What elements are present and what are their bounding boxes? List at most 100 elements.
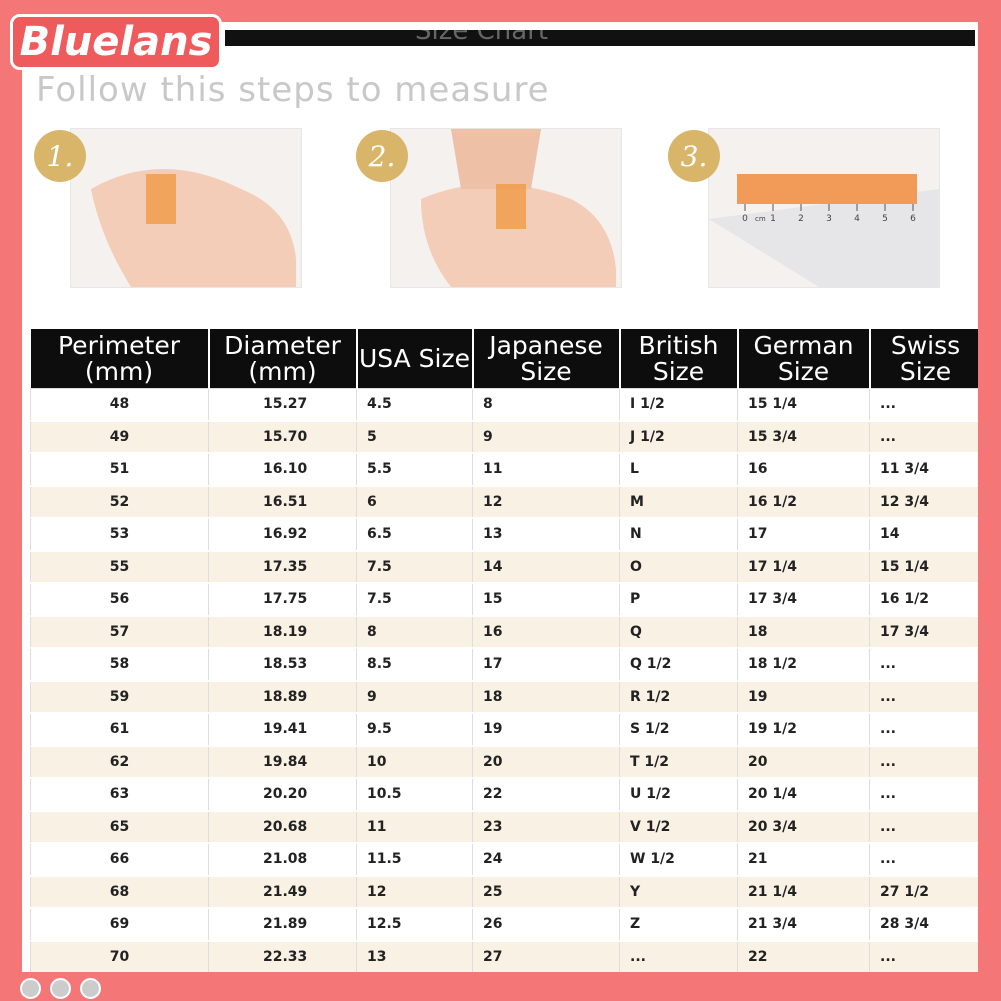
table-cell: 15 3/4 xyxy=(737,420,870,454)
ruler-label: 1 xyxy=(770,214,776,224)
table-cell: U 1/2 xyxy=(619,777,738,812)
step-number: 3. xyxy=(668,130,720,182)
column-header: German Size xyxy=(737,329,871,389)
table-row: 49 15.70 5 9 J 1/2 15 3/4... xyxy=(30,420,978,454)
ruler-label: 2 xyxy=(798,214,804,224)
table-cell: 12.5 xyxy=(356,907,473,942)
ruler-illustration: 0 1 2 3 4 5 6 cm xyxy=(709,174,939,287)
hand-illustration xyxy=(91,169,296,287)
table-cell: 59 xyxy=(30,680,209,714)
table-cell: 22 xyxy=(737,940,870,972)
table-cell: 18.89 xyxy=(208,680,357,714)
table-row: 59 18.89 9 18 R 1/2 19... xyxy=(30,680,978,714)
table-cell: 51 xyxy=(30,452,209,487)
table-cell: V 1/2 xyxy=(619,810,738,844)
table-cell: ... xyxy=(869,777,978,812)
table-row: 65 20.68 11 23 V 1/2 20 3/4... xyxy=(30,810,978,844)
table-cell: P xyxy=(619,582,738,617)
table-cell: 20 xyxy=(737,745,870,779)
table-cell: R 1/2 xyxy=(619,680,738,714)
header-row: Perimeter (mm) Diameter (mm) USA Size Japan… xyxy=(30,329,978,389)
table-cell: 5.5 xyxy=(356,452,473,487)
table-row: 68 21.49 12 25 Y 21 1/4 27 1/2 xyxy=(30,875,978,909)
table-row: 55 17.35 7.5 14 O 17 1/4 15 1/4 xyxy=(30,550,978,584)
table-cell: 66 xyxy=(30,842,209,877)
table-cell: 27 xyxy=(472,940,620,972)
table-cell: 68 xyxy=(30,875,209,909)
table-cell: 7.5 xyxy=(356,582,473,617)
table-cell: 24 xyxy=(472,842,620,877)
table-cell: 21 3/4 xyxy=(737,907,870,942)
table-cell: 7.5 xyxy=(356,550,473,584)
table-cell: 15.27 xyxy=(208,388,357,422)
table-cell: 28 3/4 xyxy=(869,907,978,942)
table-cell: 23 xyxy=(472,810,620,844)
table-cell: 8 xyxy=(356,615,473,649)
table-cell: 21 1/4 xyxy=(737,875,870,909)
table-cell: 20 1/4 xyxy=(737,777,870,812)
table-cell: 18 xyxy=(737,615,870,649)
ruler-label: 3 xyxy=(826,214,832,224)
table-cell: 17.35 xyxy=(208,550,357,584)
table-cell: 15 xyxy=(472,582,620,617)
table-cell: 19 xyxy=(737,680,870,714)
table-cell: 16.10 xyxy=(208,452,357,487)
ruler-ticks: 0 1 2 3 4 5 6 cm xyxy=(742,204,916,224)
column-header: Japanese Size xyxy=(472,329,621,389)
table-cell: Y xyxy=(619,875,738,909)
header-bar: Size Chart xyxy=(225,30,975,46)
table-cell: 20 xyxy=(472,745,620,779)
table-cell: 53 xyxy=(30,517,209,552)
ruler-label: 5 xyxy=(882,214,888,224)
table-cell: 52 xyxy=(30,485,209,519)
table-row: 58 18.53 8.5 17 Q 1/2 18 1/2... xyxy=(30,647,978,682)
table-cell: 8 xyxy=(472,388,620,422)
table-cell: 19.41 xyxy=(208,712,357,747)
table-cell: ... xyxy=(619,940,738,972)
table-cell: 17 3/4 xyxy=(869,615,978,649)
table-cell: 18.53 xyxy=(208,647,357,682)
table-cell: 20.20 xyxy=(208,777,357,812)
table-cell: 58 xyxy=(30,647,209,682)
column-header: Diameter (mm) xyxy=(208,329,358,389)
table-cell: 8.5 xyxy=(356,647,473,682)
table-cell: 12 3/4 xyxy=(869,485,978,519)
table-cell: 14 xyxy=(869,517,978,552)
hand-illustration xyxy=(421,129,616,287)
table-cell: 16 xyxy=(472,615,620,649)
column-header: British Size xyxy=(619,329,739,389)
ruler-label: 0 xyxy=(742,214,748,224)
table-cell: 56 xyxy=(30,582,209,617)
dot xyxy=(20,978,41,999)
table-cell: 12 xyxy=(472,485,620,519)
table-cell: 16.51 xyxy=(208,485,357,519)
table-cell: M xyxy=(619,485,738,519)
table-cell: I 1/2 xyxy=(619,388,738,422)
table-cell: 15 1/4 xyxy=(737,388,870,422)
table-cell: 25 xyxy=(472,875,620,909)
table-cell: 62 xyxy=(30,745,209,779)
table-cell: 26 xyxy=(472,907,620,942)
table-cell: ... xyxy=(869,842,978,877)
table-cell: 19.84 xyxy=(208,745,357,779)
table-cell: 21 xyxy=(737,842,870,877)
table-cell: W 1/2 xyxy=(619,842,738,877)
table-cell: 65 xyxy=(30,810,209,844)
table-cell: 11 xyxy=(356,810,473,844)
table-cell: 16 1/2 xyxy=(737,485,870,519)
table-cell: Q 1/2 xyxy=(619,647,738,682)
table-cell: Q xyxy=(619,615,738,649)
table-cell: 18 1/2 xyxy=(737,647,870,682)
table-cell: 19 1/2 xyxy=(737,712,870,747)
table-cell: 17 3/4 xyxy=(737,582,870,617)
table-cell: ... xyxy=(869,712,978,747)
table-cell: 18.19 xyxy=(208,615,357,649)
table-cell: 21.49 xyxy=(208,875,357,909)
table-row: 61 19.41 9.5 19 S 1/2 19 1/2... xyxy=(30,712,978,747)
table-cell: 11 xyxy=(472,452,620,487)
table-cell: 57 xyxy=(30,615,209,649)
table-cell: 9 xyxy=(356,680,473,714)
table-cell: S 1/2 xyxy=(619,712,738,747)
table-row: 57 18.19 8 16 Q 18 17 3/4 xyxy=(30,615,978,649)
table-row: 69 21.89 12.5 26 Z 21 3/4 28 3/4 xyxy=(30,907,978,942)
